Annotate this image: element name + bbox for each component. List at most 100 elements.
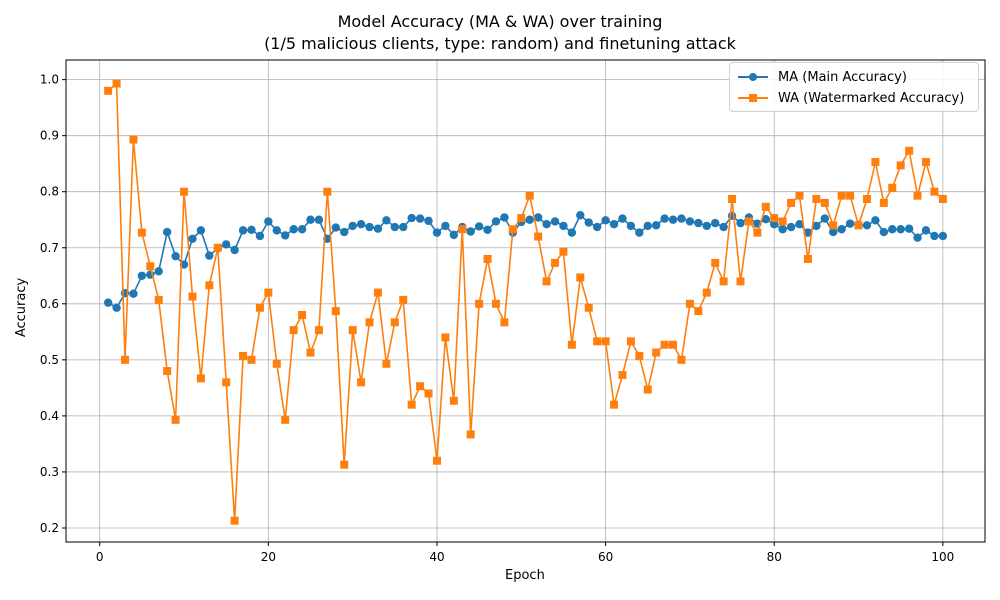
wa-point <box>264 288 273 297</box>
wa-point <box>736 277 745 286</box>
wa-point <box>213 243 222 252</box>
ma-point <box>289 225 298 234</box>
wa-point <box>121 355 130 364</box>
wa-point <box>365 318 374 327</box>
wa-point <box>938 194 947 203</box>
wa-point <box>618 370 627 379</box>
wa-point <box>104 86 113 95</box>
wa-point <box>888 183 897 192</box>
ma-point <box>373 224 383 233</box>
y-tick-label: 0.8 <box>40 185 59 199</box>
ma-point <box>635 228 644 237</box>
wa-point <box>576 273 585 282</box>
wa-point <box>399 295 408 304</box>
wa-point <box>180 187 189 196</box>
legend-item-ma: MA (Main Accuracy) <box>730 67 907 87</box>
wa-point <box>744 217 753 226</box>
ma-point <box>761 214 770 224</box>
wa-point <box>567 340 576 349</box>
y-tick-label: 0.3 <box>40 465 59 479</box>
wa-point <box>896 161 905 170</box>
ma-point <box>188 234 197 243</box>
wa-point <box>652 348 661 357</box>
wa-point <box>247 355 256 364</box>
wa-point <box>711 258 720 267</box>
ma-point <box>803 228 813 237</box>
legend-swatch-ma <box>736 67 772 87</box>
wa-point <box>862 194 871 203</box>
ma-point <box>567 228 577 237</box>
wa-point <box>694 307 703 316</box>
wa-point <box>255 303 264 312</box>
ma-point <box>643 221 652 231</box>
ma-point <box>711 218 720 228</box>
wa-point <box>171 415 180 424</box>
ma-point <box>795 220 804 229</box>
wa-point <box>424 389 433 398</box>
wa-point <box>719 277 728 286</box>
wa-point <box>551 258 560 267</box>
wa-point <box>787 198 796 207</box>
wa-point <box>298 311 307 320</box>
x-tick-label: 80 <box>767 550 782 564</box>
ma-point <box>424 216 433 226</box>
wa-point <box>559 247 568 256</box>
ma-point <box>340 227 349 237</box>
x-tick-label: 20 <box>261 550 276 564</box>
ma-point <box>137 271 147 280</box>
wa-point <box>795 191 804 200</box>
ma-point <box>162 227 172 237</box>
ma-point <box>415 214 425 223</box>
ma-point <box>786 222 796 232</box>
wa-point <box>525 191 534 200</box>
series-line-wa <box>107 81 944 521</box>
ma-point <box>651 221 661 230</box>
ma-point <box>677 214 686 223</box>
ma-point <box>719 222 728 232</box>
ma-point <box>474 222 484 231</box>
ma-point <box>154 267 163 276</box>
wa-point <box>930 187 939 196</box>
ma-point <box>592 222 602 232</box>
ma-point <box>407 213 416 223</box>
ma-point <box>238 226 248 235</box>
wa-point <box>517 214 526 223</box>
axes <box>65 59 986 543</box>
ma-point <box>382 216 391 225</box>
wa-point <box>846 191 855 200</box>
ma-point <box>837 225 846 234</box>
wa-point <box>820 198 829 207</box>
ma-point <box>129 289 138 298</box>
y-tick-label: 0.9 <box>40 129 59 143</box>
legend: MA (Main Accuracy) WA (Watermarked Accur… <box>729 62 979 112</box>
ma-point <box>365 222 374 232</box>
ma-point <box>584 218 593 227</box>
wa-point <box>129 135 138 144</box>
wa-point <box>685 299 694 308</box>
wa-point <box>289 326 298 335</box>
ma-point <box>255 231 265 241</box>
ma-point <box>921 226 931 235</box>
ma-point <box>542 220 551 229</box>
ma-point <box>559 221 568 231</box>
wa-point <box>475 299 484 308</box>
ma-point <box>112 303 121 312</box>
wa-point <box>812 194 821 203</box>
ma-point <box>736 218 745 228</box>
wa-point <box>854 221 863 230</box>
wa-point <box>753 228 762 237</box>
wa-point <box>500 318 509 327</box>
ma-point <box>626 221 636 231</box>
wa-point <box>879 198 888 207</box>
wa-point <box>483 254 492 263</box>
y-tick-label: 0.5 <box>40 353 59 367</box>
wa-point <box>728 194 737 203</box>
wa-point <box>913 191 922 200</box>
ma-point <box>205 251 214 260</box>
wa-point <box>340 460 349 469</box>
wa-point <box>390 318 399 327</box>
ma-point <box>601 216 610 225</box>
ma-point <box>356 220 366 229</box>
grid <box>66 60 985 542</box>
